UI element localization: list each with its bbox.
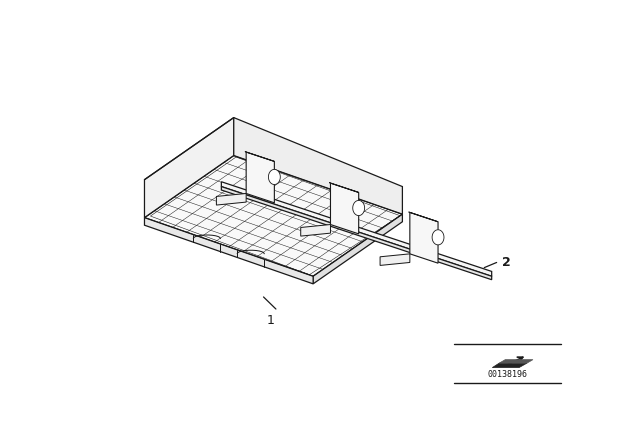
Polygon shape [353, 200, 365, 215]
Polygon shape [268, 169, 280, 185]
Text: 1: 1 [267, 314, 275, 327]
Polygon shape [301, 224, 330, 236]
Polygon shape [432, 230, 444, 245]
Polygon shape [313, 214, 403, 284]
Polygon shape [145, 218, 313, 284]
Polygon shape [221, 182, 492, 276]
Polygon shape [499, 360, 533, 363]
Polygon shape [221, 186, 492, 280]
Polygon shape [246, 152, 275, 203]
Polygon shape [329, 183, 358, 193]
Polygon shape [245, 151, 275, 161]
Polygon shape [410, 212, 438, 263]
Polygon shape [408, 212, 438, 222]
Polygon shape [234, 117, 403, 214]
Polygon shape [145, 117, 234, 218]
Polygon shape [380, 254, 410, 265]
Polygon shape [145, 155, 403, 276]
Text: 00138196: 00138196 [488, 370, 528, 379]
Polygon shape [216, 194, 246, 205]
Text: 2: 2 [502, 256, 510, 269]
Polygon shape [492, 363, 527, 368]
Polygon shape [330, 183, 358, 234]
